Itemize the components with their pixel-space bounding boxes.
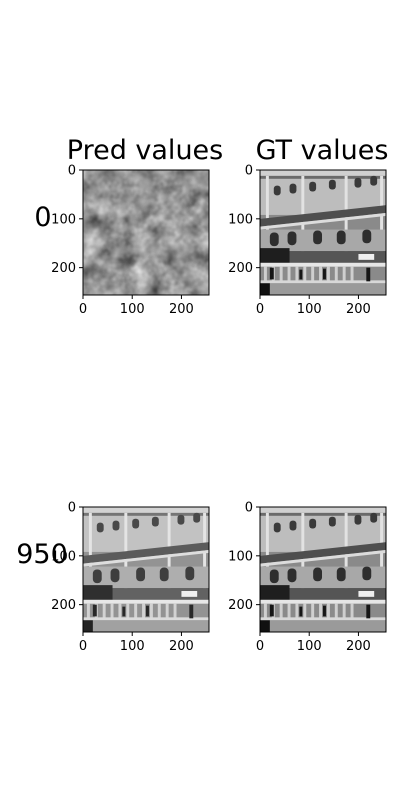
pred-reconstructed-image	[83, 507, 209, 632]
x-tick-label: 0	[79, 302, 87, 317]
y-tick-label: 100	[228, 549, 253, 564]
x-tick-label: 0	[79, 639, 87, 654]
y-tick-label: 100	[228, 212, 253, 227]
x-tick-label: 200	[346, 302, 371, 317]
y-tick-label: 200	[228, 261, 253, 276]
x-tick-label: 0	[256, 302, 264, 317]
axes-frame	[82, 506, 210, 633]
y-tick-label: 200	[228, 598, 253, 613]
panel-3: 0 100 200 0 100 200	[228, 501, 387, 654]
col-title-gt: GT values	[256, 135, 389, 166]
x-tick-label: 200	[346, 639, 371, 654]
y-tick-label: 100	[51, 549, 76, 564]
axes-frame	[259, 169, 387, 296]
y-tick-label: 200	[51, 261, 76, 276]
panel-0: 0 100 200 0 100 200	[51, 164, 210, 317]
col-title-pred: Pred values	[67, 135, 223, 166]
y-tick-label: 200	[51, 598, 76, 613]
x-tick-label: 200	[169, 639, 194, 654]
row-label-0: 0	[34, 202, 51, 233]
x-tick-label: 100	[297, 302, 322, 317]
y-tick-label: 0	[245, 501, 253, 516]
x-tick-label: 200	[169, 302, 194, 317]
x-tick-label: 100	[120, 302, 145, 317]
y-tick-label: 100	[51, 212, 76, 227]
axes-frame	[259, 506, 387, 633]
y-tick-label: 0	[68, 501, 76, 516]
gt-image	[260, 507, 386, 632]
y-tick-label: 0	[68, 164, 76, 179]
panel-2: 0 100 200 0 100 200	[51, 501, 210, 654]
y-tick-label: 0	[245, 164, 253, 179]
x-tick-label: 100	[120, 639, 145, 654]
x-tick-label: 100	[297, 639, 322, 654]
row-label-950: 950	[16, 539, 68, 570]
image-panels: 0 100 200 0 100 200 0 100 200 0 100 200 0 100 200 0 100 2…	[51, 164, 387, 654]
x-tick-label: 0	[256, 639, 264, 654]
pred-noise-image	[83, 170, 209, 295]
axes-frame	[82, 169, 210, 296]
gt-image	[260, 170, 386, 295]
panel-1: 0 100 200 0 100 200	[228, 164, 387, 317]
